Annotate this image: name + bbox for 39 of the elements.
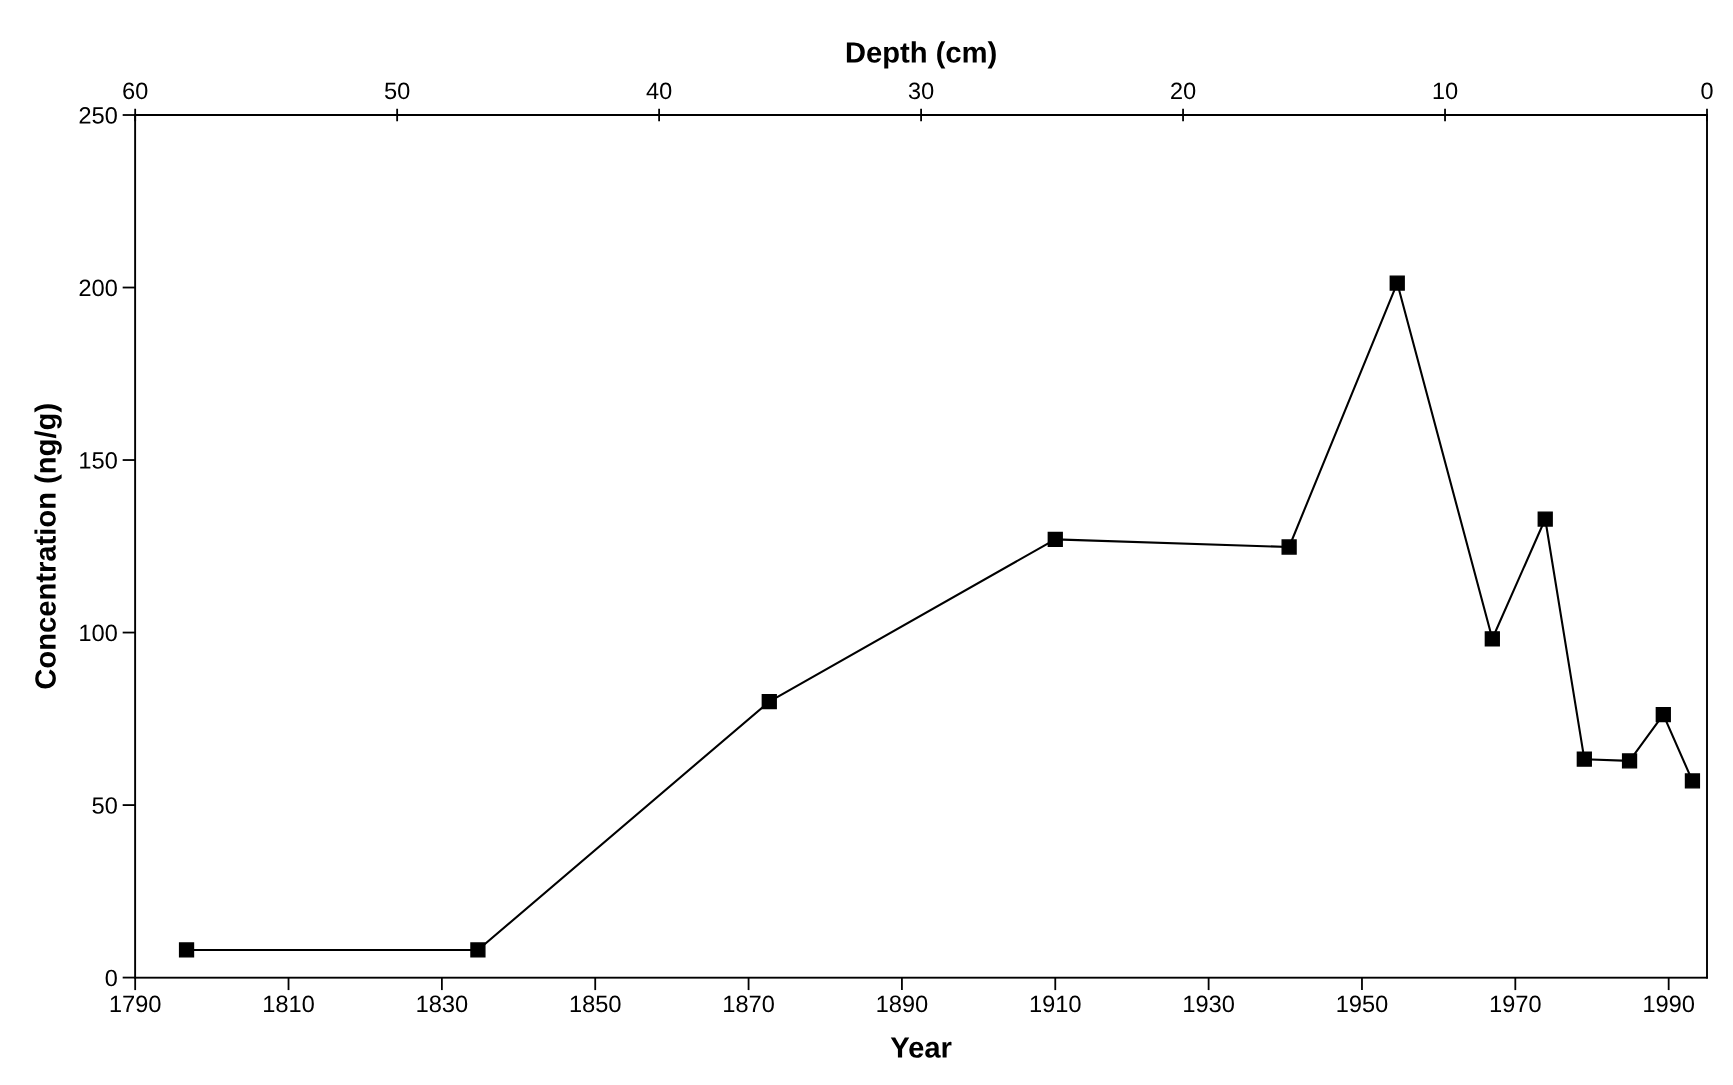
y-tick-label: 50 bbox=[92, 797, 117, 814]
x2-tick-label: 50 bbox=[384, 82, 410, 100]
x-tick-label: 1870 bbox=[724, 995, 774, 1013]
y-tick-label: 100 bbox=[80, 624, 117, 642]
point bbox=[470, 942, 486, 958]
point bbox=[1389, 275, 1405, 291]
x2-tick-label: 40 bbox=[646, 82, 672, 100]
x-tick-label: 1990 bbox=[1644, 995, 1695, 1013]
point bbox=[1576, 751, 1592, 767]
point bbox=[761, 693, 777, 710]
x-tick-label: 1890 bbox=[877, 995, 928, 1013]
x2-tick-label: 20 bbox=[1171, 82, 1196, 100]
x2-axis-title: Depth (cm) bbox=[846, 41, 996, 69]
y-tick-label: 0 bbox=[105, 969, 117, 987]
x-tick-label: 1970 bbox=[1490, 995, 1541, 1013]
point bbox=[1281, 539, 1297, 555]
x-tick-label: 1810 bbox=[264, 995, 314, 1013]
x-tick-label: 1950 bbox=[1337, 995, 1388, 1013]
point bbox=[1684, 773, 1701, 789]
point bbox=[178, 942, 195, 958]
x2-tick-label: 10 bbox=[1433, 82, 1458, 100]
x2-tick-label: 60 bbox=[123, 82, 148, 100]
y-axis-title: Concentration (ng/g) bbox=[34, 404, 62, 689]
point bbox=[1621, 753, 1638, 769]
point bbox=[1655, 707, 1671, 723]
point bbox=[1484, 631, 1500, 647]
y-tick-label: 150 bbox=[80, 452, 117, 469]
point bbox=[1537, 511, 1553, 527]
x-axis-title: Year bbox=[890, 1037, 952, 1058]
y-tick-label: 200 bbox=[79, 279, 117, 297]
x2-tick-label: 30 bbox=[908, 82, 934, 100]
x-tick-label: 1930 bbox=[1184, 995, 1234, 1013]
x-tick-label: 1790 bbox=[110, 995, 161, 1013]
x-tick-label: 1910 bbox=[1030, 995, 1081, 1013]
x2-tick-label: 0 bbox=[1701, 82, 1713, 100]
x-tick-label: 1830 bbox=[417, 995, 468, 1013]
y-tick-label: 250 bbox=[79, 107, 117, 124]
x-tick-label: 1850 bbox=[570, 995, 621, 1013]
point bbox=[1047, 531, 1063, 548]
